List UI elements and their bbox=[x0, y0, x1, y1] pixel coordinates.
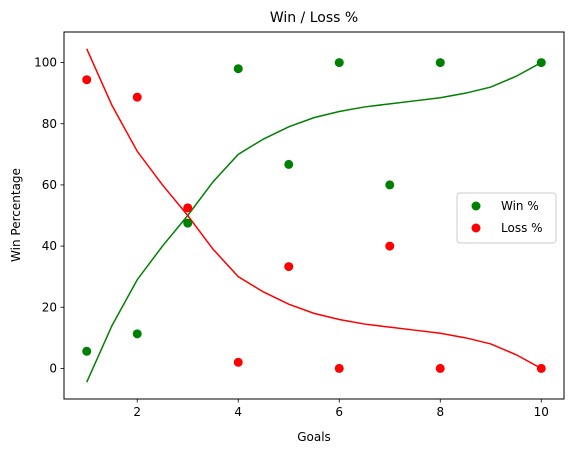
x-axis-label: Goals bbox=[297, 430, 331, 444]
fit-curve-loss bbox=[86, 48, 542, 370]
legend: Win % Loss % bbox=[456, 192, 557, 244]
legend-box bbox=[456, 192, 557, 244]
fit-curve-win bbox=[86, 61, 542, 383]
loss-point-7 bbox=[435, 363, 445, 373]
x-tick-label-10: 10 bbox=[534, 405, 549, 419]
legend-marker-win bbox=[471, 201, 481, 211]
loss-point-5 bbox=[334, 363, 344, 373]
win-point-6 bbox=[385, 180, 395, 190]
loss-point-6 bbox=[385, 241, 395, 251]
y-tick-label-20: 20 bbox=[42, 300, 57, 314]
win-point-8 bbox=[536, 58, 546, 68]
loss-point-1 bbox=[132, 92, 142, 102]
plot-area bbox=[82, 48, 546, 383]
x-tick-label-6: 6 bbox=[335, 405, 343, 419]
loss-point-8 bbox=[536, 363, 546, 373]
legend-label-win: Win % bbox=[501, 199, 539, 213]
y-tick-label-80: 80 bbox=[42, 117, 57, 131]
axes-frame bbox=[63, 31, 565, 400]
loss-point-0 bbox=[82, 75, 92, 85]
win-point-5 bbox=[334, 58, 344, 68]
win-point-2 bbox=[183, 218, 193, 228]
win-point-7 bbox=[435, 58, 445, 68]
win-point-3 bbox=[233, 64, 243, 74]
y-axis-label: Win Percentage bbox=[9, 168, 23, 262]
y-tick-label-40: 40 bbox=[42, 239, 57, 253]
chart-title: Win / Loss % bbox=[270, 10, 358, 26]
loss-point-3 bbox=[233, 357, 243, 367]
y-tick-label-0: 0 bbox=[49, 361, 57, 375]
x-tick-label-4: 4 bbox=[234, 405, 242, 419]
win-point-4 bbox=[284, 159, 294, 169]
win-point-0 bbox=[82, 346, 92, 356]
loss-point-4 bbox=[284, 262, 294, 272]
x-tick-label-2: 2 bbox=[133, 405, 141, 419]
y-tick-label-100: 100 bbox=[34, 56, 57, 70]
legend-marker-loss bbox=[471, 223, 481, 233]
loss-point-2 bbox=[183, 203, 193, 213]
win-point-1 bbox=[132, 329, 142, 339]
x-tick-label-8: 8 bbox=[436, 405, 444, 419]
legend-label-loss: Loss % bbox=[501, 221, 543, 235]
y-tick-label-60: 60 bbox=[42, 178, 57, 192]
